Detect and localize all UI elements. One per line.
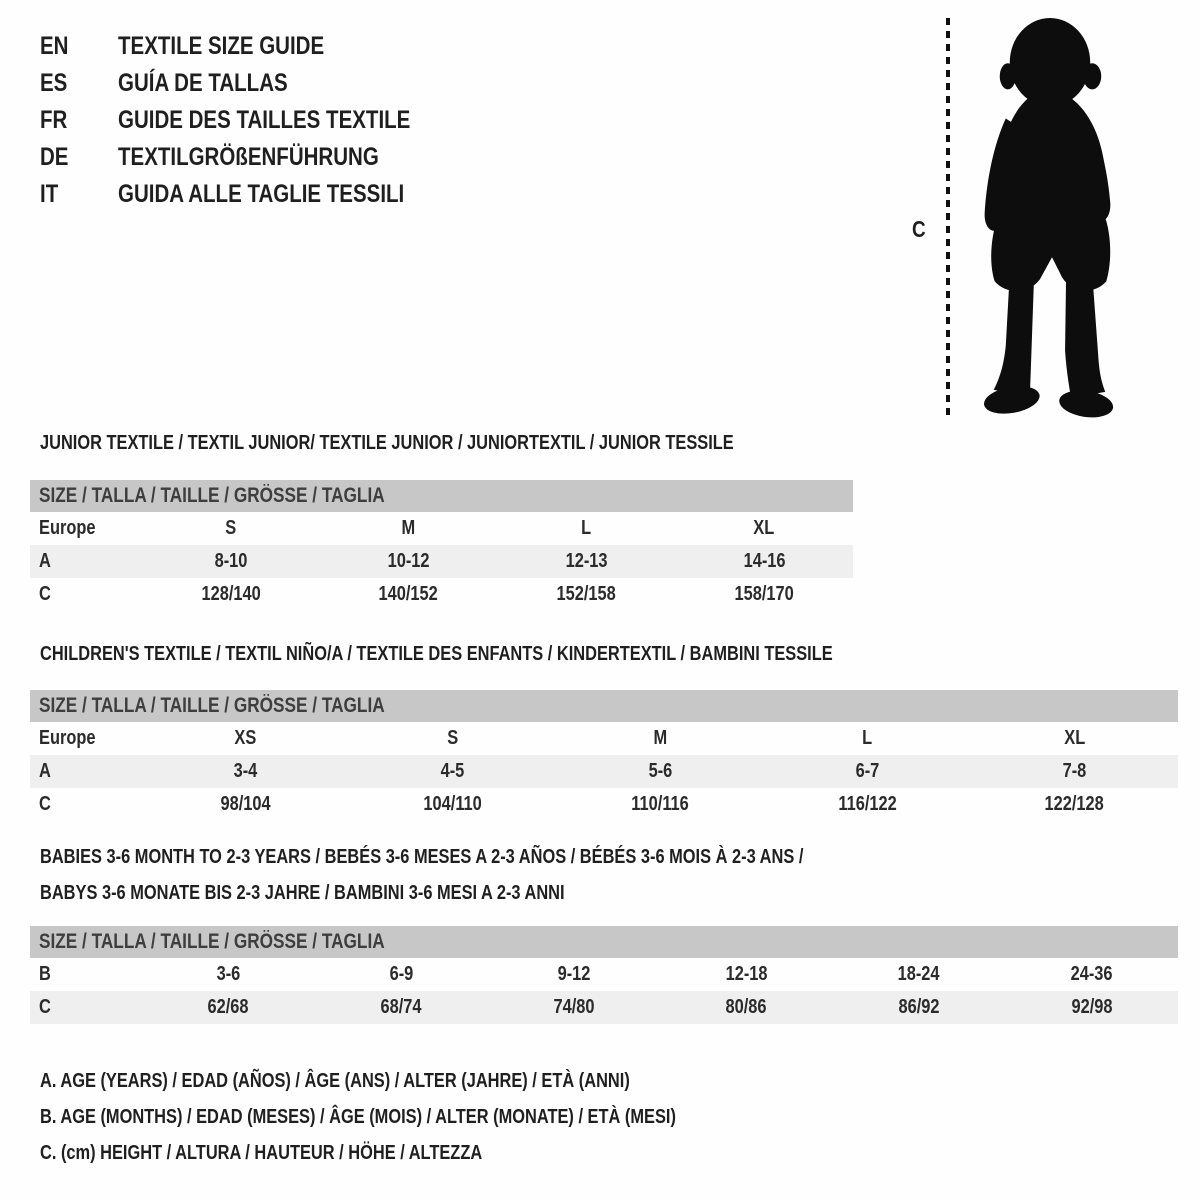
table-row: C 98/104 104/110 110/116 116/122 122/128 bbox=[30, 788, 1178, 821]
table-row: C 128/140 140/152 152/158 158/170 bbox=[30, 578, 853, 611]
row-label: Europe bbox=[39, 517, 96, 539]
guide-title-es: GUÍA DE TALLAS bbox=[118, 69, 288, 97]
language-code: IT bbox=[40, 180, 59, 208]
size-cell: S bbox=[447, 727, 459, 749]
size-cell: L bbox=[581, 517, 592, 539]
language-row-es: ES GUÍA DE TALLAS bbox=[40, 65, 475, 102]
language-row-de: DE TEXTILGRÖßENFÜHRUNG bbox=[40, 139, 475, 176]
height-cell: 86/92 bbox=[898, 996, 940, 1018]
age-cell: 9-12 bbox=[557, 963, 591, 985]
height-measure-dashed-line bbox=[946, 18, 950, 416]
guide-title-de: TEXTILGRÖßENFÜHRUNG bbox=[118, 143, 379, 171]
legend-height-cm: C. (cm) HEIGHT / ALTURA / HAUTEUR / HÖHE… bbox=[40, 1142, 483, 1164]
height-cell: 140/152 bbox=[378, 583, 439, 605]
language-code: FR bbox=[40, 106, 68, 134]
size-cell: S bbox=[225, 517, 237, 539]
age-cell: 12-13 bbox=[565, 550, 608, 572]
height-cell: 92/98 bbox=[1071, 996, 1113, 1018]
language-row-fr: FR GUIDE DES TAILLES TEXTILE bbox=[40, 102, 475, 139]
height-cell: 62/68 bbox=[207, 996, 249, 1018]
junior-size-table: SIZE / TALLA / TAILLE / GRÖSSE / TAGLIA … bbox=[30, 480, 853, 611]
size-cell: XS bbox=[234, 727, 257, 749]
row-label: B bbox=[39, 963, 51, 985]
legend-age-months: B. AGE (MONTHS) / EDAD (MESES) / ÂGE (MO… bbox=[40, 1106, 676, 1128]
table-row: Europe XS S M L XL bbox=[30, 722, 1178, 755]
language-row-it: IT GUIDA ALLE TAGLIE TESSILI bbox=[40, 176, 475, 213]
babies-section-title-line1: BABIES 3-6 MONTH TO 2-3 YEARS / BEBÉS 3-… bbox=[40, 846, 804, 868]
children-size-header: SIZE / TALLA / TAILLE / GRÖSSE / TAGLIA bbox=[39, 694, 385, 717]
size-cell: M bbox=[401, 517, 416, 539]
table-row: B 3-6 6-9 9-12 12-18 18-24 24-36 bbox=[30, 958, 1178, 991]
age-cell: 12-18 bbox=[725, 963, 768, 985]
table-row: A 8-10 10-12 12-13 14-16 bbox=[30, 545, 853, 578]
children-size-table: SIZE / TALLA / TAILLE / GRÖSSE / TAGLIA … bbox=[30, 690, 1178, 821]
height-cell: 116/122 bbox=[838, 793, 897, 815]
age-cell: 8-10 bbox=[214, 550, 248, 572]
language-row-en: EN TEXTILE SIZE GUIDE bbox=[40, 28, 475, 65]
junior-section-title: JUNIOR TEXTILE / TEXTIL JUNIOR/ TEXTILE … bbox=[40, 432, 734, 454]
guide-title-fr: GUIDE DES TAILLES TEXTILE bbox=[118, 106, 411, 134]
row-label: C bbox=[39, 583, 51, 605]
height-cell: 110/116 bbox=[631, 793, 689, 815]
age-cell: 14-16 bbox=[743, 550, 786, 572]
language-title-list: EN TEXTILE SIZE GUIDE ES GUÍA DE TALLAS … bbox=[40, 28, 475, 213]
row-label: A bbox=[39, 550, 51, 572]
babies-size-header: SIZE / TALLA / TAILLE / GRÖSSE / TAGLIA bbox=[39, 930, 385, 953]
height-cell: 80/86 bbox=[725, 996, 767, 1018]
age-cell: 7-8 bbox=[1062, 760, 1087, 782]
height-cell: 68/74 bbox=[380, 996, 422, 1018]
language-code: EN bbox=[40, 32, 69, 60]
height-cell: 98/104 bbox=[220, 793, 271, 815]
height-cell: 104/110 bbox=[423, 793, 482, 815]
language-code: DE bbox=[40, 143, 69, 171]
row-label: Europe bbox=[39, 727, 96, 749]
toddler-silhouette-image bbox=[983, 18, 1114, 418]
age-cell: 3-6 bbox=[216, 963, 241, 985]
table-row: A 3-4 4-5 5-6 6-7 7-8 bbox=[30, 755, 1178, 788]
height-cell: 74/80 bbox=[553, 996, 595, 1018]
row-label: A bbox=[39, 760, 51, 782]
age-cell: 10-12 bbox=[387, 550, 430, 572]
babies-section-title-line2: BABYS 3-6 MONATE BIS 2-3 JAHRE / BAMBINI… bbox=[40, 882, 565, 904]
size-cell: L bbox=[862, 727, 873, 749]
size-cell: M bbox=[653, 727, 667, 749]
table-row: C 62/68 68/74 74/80 80/86 86/92 92/98 bbox=[30, 991, 1178, 1024]
size-cell: XL bbox=[1063, 727, 1085, 749]
row-label: C bbox=[39, 793, 51, 815]
height-cell: 122/128 bbox=[1044, 793, 1105, 815]
row-label: C bbox=[39, 996, 51, 1018]
height-cell: 128/140 bbox=[201, 583, 261, 605]
height-cell: 152/158 bbox=[556, 583, 617, 605]
guide-title-it: GUIDA ALLE TAGLIE TESSILI bbox=[118, 180, 405, 208]
guide-title-en: TEXTILE SIZE GUIDE bbox=[118, 32, 325, 60]
age-cell: 5-6 bbox=[648, 760, 672, 782]
children-section-title: CHILDREN'S TEXTILE / TEXTIL NIÑO/A / TEX… bbox=[40, 643, 833, 665]
age-cell: 24-36 bbox=[1070, 963, 1113, 985]
size-cell: XL bbox=[753, 517, 775, 539]
age-cell: 3-4 bbox=[233, 760, 258, 782]
babies-size-table: SIZE / TALLA / TAILLE / GRÖSSE / TAGLIA … bbox=[30, 926, 1178, 1024]
height-measure-label: C bbox=[912, 216, 926, 242]
table-row: Europe S M L XL bbox=[30, 512, 853, 545]
height-cell: 158/170 bbox=[734, 583, 794, 605]
age-cell: 4-5 bbox=[440, 760, 465, 782]
age-cell: 18-24 bbox=[898, 963, 940, 985]
junior-size-header: SIZE / TALLA / TAILLE / GRÖSSE / TAGLIA bbox=[39, 484, 385, 507]
age-cell: 6-7 bbox=[855, 760, 880, 782]
age-cell: 6-9 bbox=[389, 963, 413, 985]
legend-age-years: A. AGE (YEARS) / EDAD (AÑOS) / ÂGE (ANS)… bbox=[40, 1070, 630, 1092]
language-code: ES bbox=[40, 69, 68, 97]
